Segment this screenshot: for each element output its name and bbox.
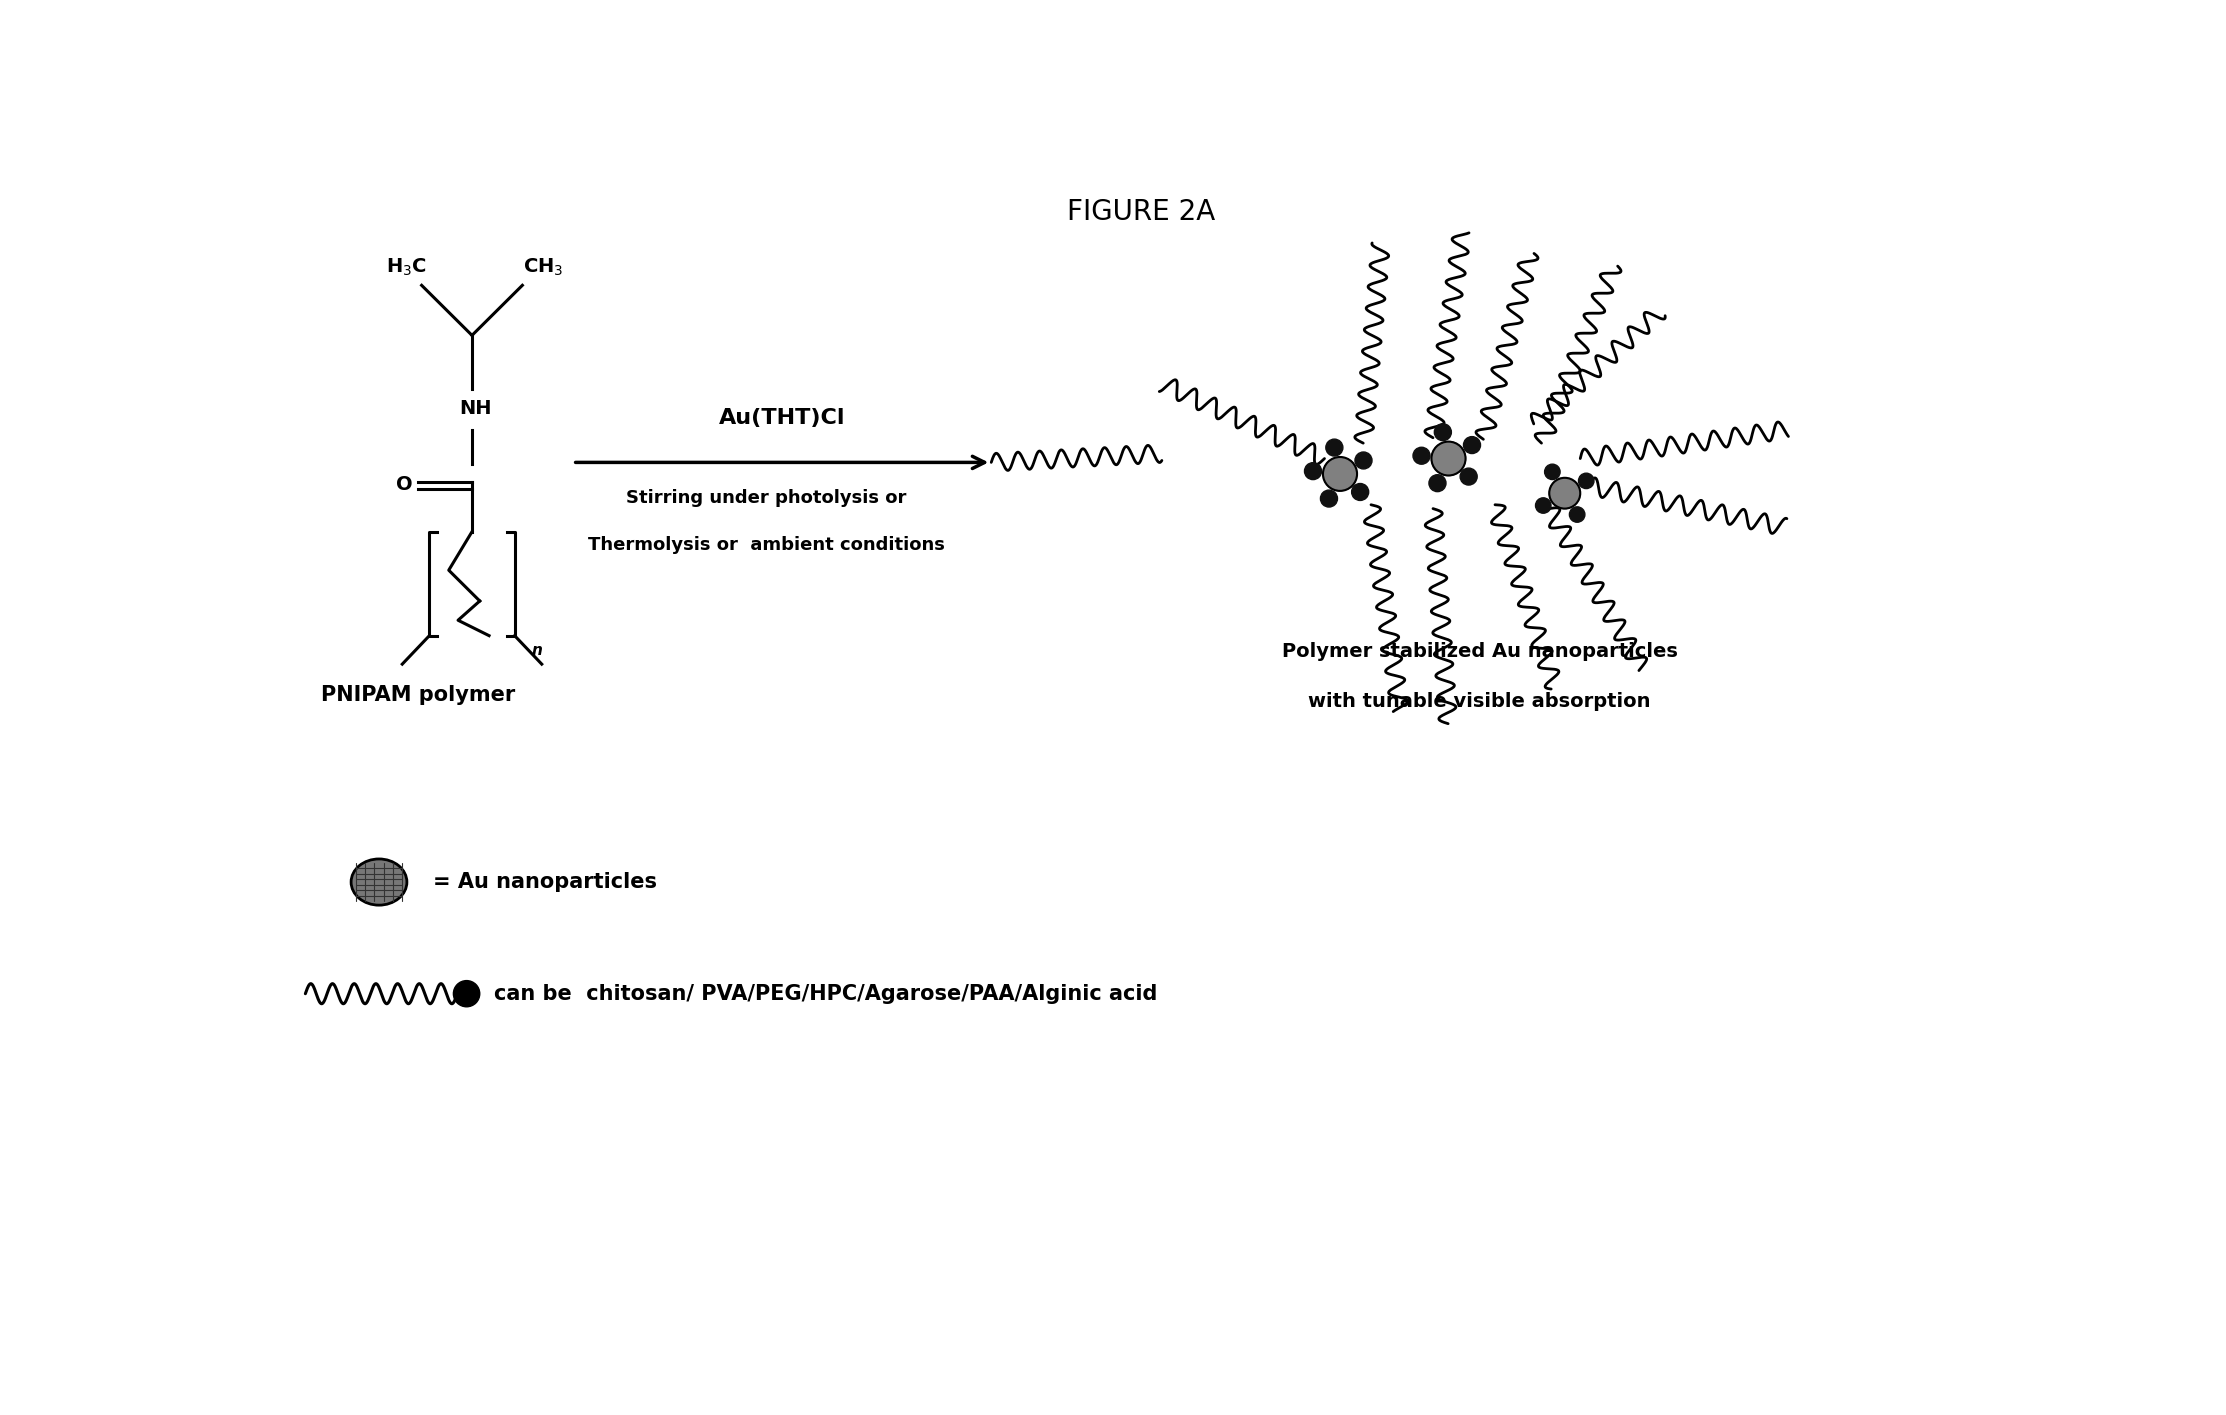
Circle shape [1322, 457, 1358, 491]
Circle shape [454, 981, 481, 1007]
Text: with tunable visible absorption: with tunable visible absorption [1309, 692, 1652, 710]
Circle shape [1429, 474, 1447, 491]
Text: O: O [396, 475, 412, 494]
Text: FIGURE 2A: FIGURE 2A [1066, 198, 1215, 226]
Text: Au(THT)Cl: Au(THT)Cl [719, 408, 846, 427]
Circle shape [1578, 473, 1594, 488]
Text: n: n [532, 644, 543, 658]
Text: PNIPAM polymer: PNIPAM polymer [321, 685, 514, 705]
Circle shape [1356, 451, 1371, 468]
Text: NH: NH [459, 399, 492, 417]
Circle shape [1351, 484, 1369, 501]
Circle shape [1569, 507, 1585, 522]
Ellipse shape [352, 859, 407, 906]
Text: CH$_3$: CH$_3$ [523, 258, 563, 279]
Circle shape [1414, 447, 1429, 464]
Circle shape [1536, 498, 1552, 514]
Circle shape [1320, 490, 1338, 507]
Circle shape [1549, 478, 1580, 508]
Text: Polymer stabilized Au nanoparticles: Polymer stabilized Au nanoparticles [1282, 641, 1678, 661]
Circle shape [1460, 468, 1478, 485]
Circle shape [1434, 423, 1451, 440]
Text: H$_3$C: H$_3$C [385, 258, 427, 279]
Circle shape [1304, 463, 1322, 480]
Text: = Au nanoparticles: = Au nanoparticles [434, 872, 657, 891]
Circle shape [1327, 439, 1342, 456]
Text: Stirring under photolysis or: Stirring under photolysis or [626, 490, 906, 508]
Circle shape [1462, 437, 1480, 454]
Circle shape [1431, 441, 1465, 475]
Text: can be  chitosan/ PVA/PEG/HPC/Agarose/PAA/Alginic acid: can be chitosan/ PVA/PEG/HPC/Agarose/PAA… [494, 983, 1158, 1003]
Text: Thermolysis or  ambient conditions: Thermolysis or ambient conditions [588, 535, 946, 553]
Circle shape [1545, 464, 1560, 480]
